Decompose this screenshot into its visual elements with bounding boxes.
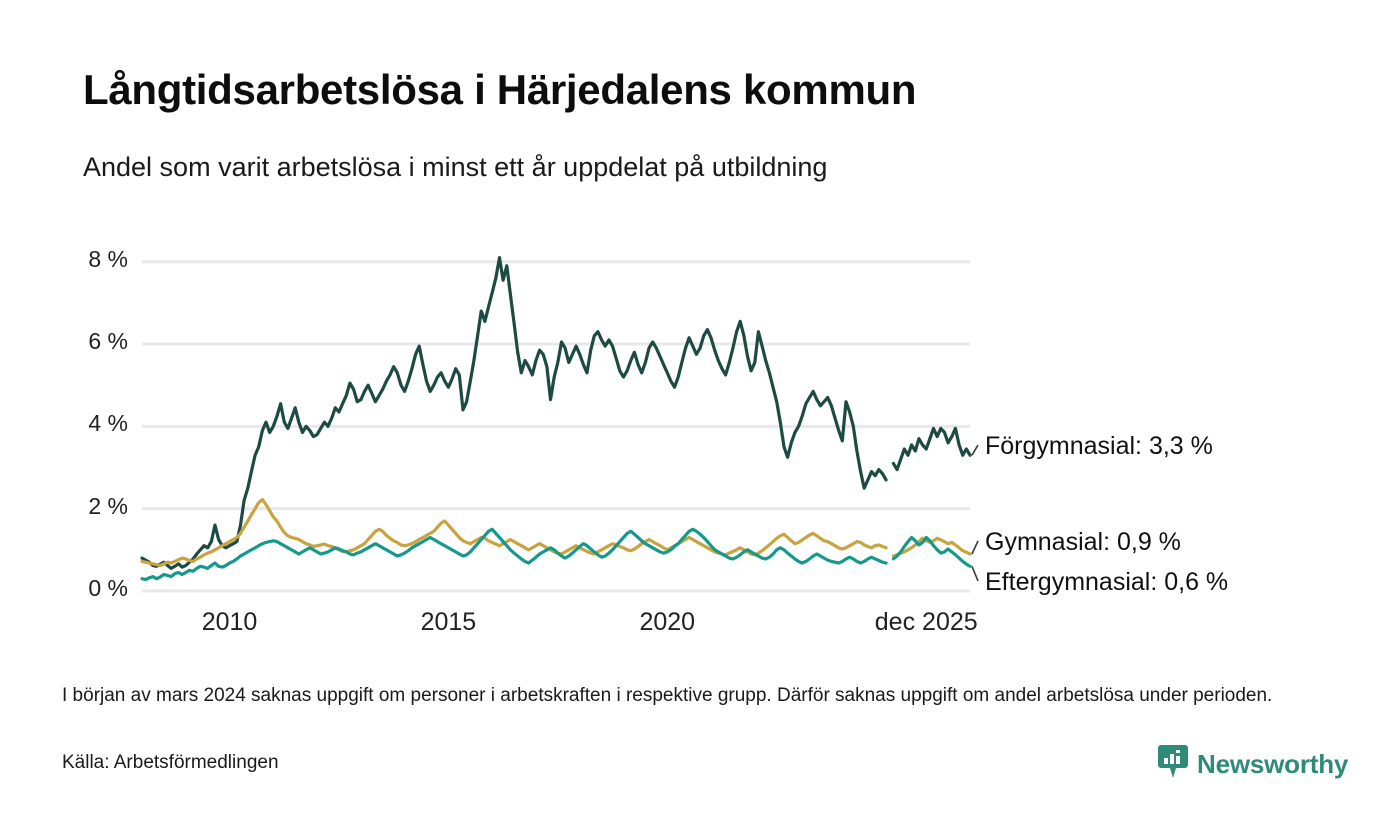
x-axis-tick-2020: 2020 [639,608,696,636]
newsworthy-bubble-chart-icon [1158,745,1188,784]
newsworthy-logo: Newsworthy [1158,745,1348,784]
series-label-eftergymnasial: Eftergymnasial: 0,6 % [985,568,1229,596]
y-axis-tick-8: 8 % [88,245,128,272]
y-axis-tick-2: 2 % [88,492,128,519]
x-axis-tick-2015: 2015 [420,608,477,636]
page-title: Långtidsarbetslösa i Härjedalens kommun [83,66,917,113]
y-axis-tick-6: 6 % [88,328,128,355]
x-axis-tick-dec-2025: dec 2025 [874,608,978,636]
chart-source: Källa: Arbetsförmedlingen [62,752,279,773]
page-subtitle: Andel som varit arbetslösa i minst ett å… [83,152,828,182]
chart-note: I början av mars 2024 saknas uppgift om … [62,685,1273,706]
series-label-förgymnasial: Förgymnasial: 3,3 % [985,432,1213,460]
newsworthy-logo-text: Newsworthy [1197,749,1349,779]
series-label-gymnasial: Gymnasial: 0,9 % [985,528,1181,556]
y-axis-tick-0: 0 % [88,575,128,601]
y-axis-tick-4: 4 % [88,410,128,437]
x-axis-tick-2010: 2010 [201,608,258,636]
